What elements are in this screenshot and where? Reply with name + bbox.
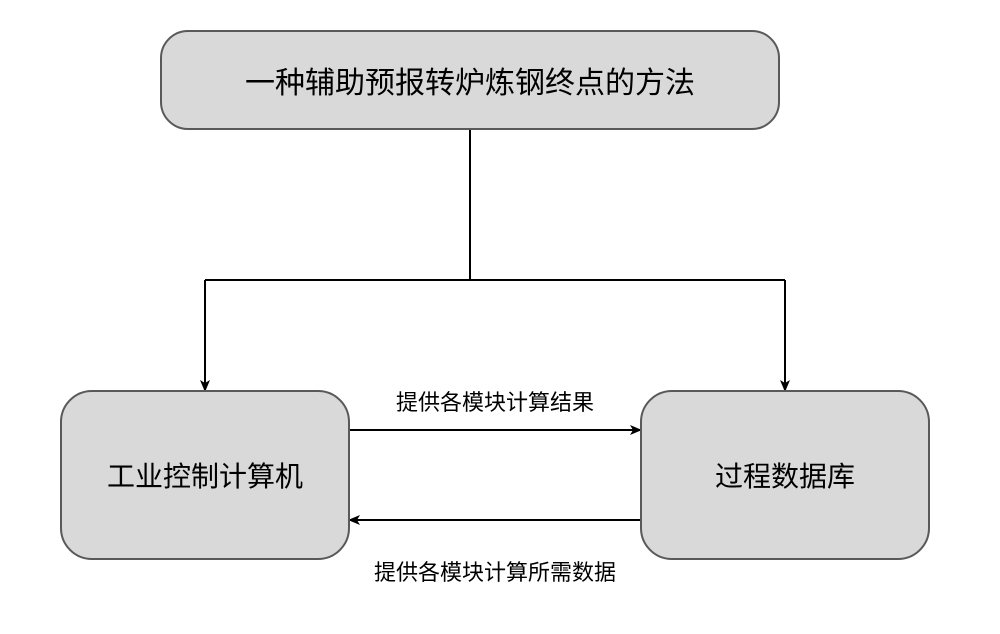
node-method-label: 一种辅助预报转炉炼钢终点的方法 — [245, 58, 695, 102]
node-method: 一种辅助预报转炉炼钢终点的方法 — [160, 30, 780, 130]
node-process-database-label: 过程数据库 — [715, 455, 855, 495]
edge-label-results: 提供各模块计算结果 — [295, 385, 695, 417]
node-industrial-computer-label: 工业控制计算机 — [107, 455, 303, 495]
diagram-canvas: 一种辅助预报转炉炼钢终点的方法 工业控制计算机 过程数据库 提供各模块计算结果 … — [0, 0, 1000, 634]
edge-label-data: 提供各模块计算所需数据 — [295, 555, 695, 587]
